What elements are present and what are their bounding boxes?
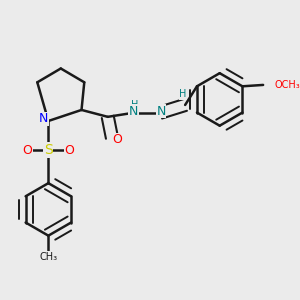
Text: O: O [112, 133, 122, 146]
Text: O: O [64, 143, 74, 157]
Text: S: S [44, 143, 53, 157]
Text: O: O [23, 143, 33, 157]
Text: N: N [156, 104, 166, 118]
Text: N: N [39, 112, 48, 125]
Text: OCH₃: OCH₃ [275, 80, 300, 90]
Text: N: N [128, 104, 138, 118]
Text: H: H [131, 100, 138, 110]
Text: H: H [179, 89, 187, 100]
Text: CH₃: CH₃ [39, 252, 57, 262]
